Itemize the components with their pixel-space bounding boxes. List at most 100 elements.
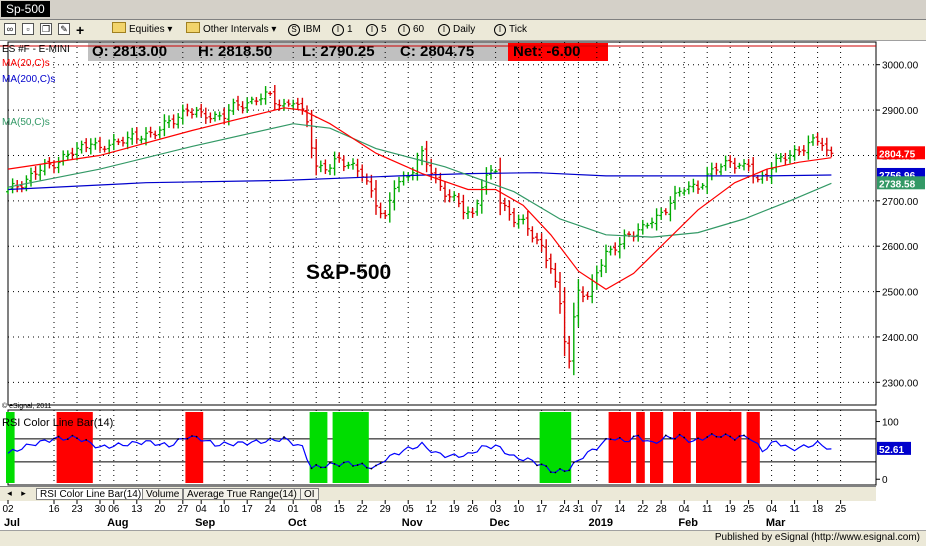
x-tick-day-label: 02 [2,504,14,515]
price-bar [645,222,650,229]
price-bar [824,137,829,157]
price-tick-label: 2700.00 [882,197,919,208]
price-bar [650,217,654,229]
price-flag-label: 2738.58 [879,179,916,190]
edit-icon[interactable]: ✎ [58,23,70,35]
price-bar [29,167,33,187]
rsi-tick-label: 0 [882,475,888,486]
price-bar [213,111,217,122]
copy-icon[interactable]: ❐ [40,23,52,35]
price-bar [732,157,737,174]
price-bar [516,214,521,229]
x-tick-day-label: 22 [637,504,649,515]
equities-dropdown[interactable]: Equities ▾ [112,22,172,38]
price-bar [263,86,268,105]
rsi-extreme-point [637,434,640,437]
x-tick-day-label: 17 [242,504,254,515]
rsi-extreme-point [319,466,322,469]
rsi-extreme-point [370,467,373,470]
price-bar [774,153,779,173]
price-bar [65,150,70,161]
x-tick-day-label: 24 [265,504,277,515]
rsi-flag-bg [877,441,911,455]
net-change: Net: -6.00 [508,43,608,61]
study-tab[interactable]: OI [300,488,319,500]
tab-scroll-left-icon[interactable]: ◂ [7,488,12,498]
x-tick-day-label: 07 [591,504,603,515]
add-icon[interactable]: + [76,22,85,38]
price-bar [56,156,61,174]
price-bar [829,146,834,158]
x-tick-day-label: 18 [812,504,824,515]
rsi-extreme-point [181,437,184,440]
study-tab[interactable]: Volume [142,488,184,500]
rsi-extreme-point [186,437,189,440]
price-bar [705,166,710,195]
x-tick-day-label: 30 [94,504,106,515]
rsi-extreme-point [375,464,377,467]
study-tabs: ◂ ▸ RSI Color Line Bar(14) Volume Average … [0,486,876,501]
price-bar [139,135,144,144]
interval-button[interactable]: I Tick [494,22,527,38]
tab-scroll-right-icon[interactable]: ▸ [21,488,26,498]
window-icon[interactable]: ▫ [22,23,34,35]
rsi-extreme-point [674,437,676,440]
x-tick-day-label: 03 [490,504,502,515]
chart-area[interactable]: 3000.002900.002800.002700.002600.002500.… [0,0,926,486]
x-tick-month-label: Jul [4,517,20,529]
rsi-extreme-point [356,464,359,466]
price-bar [765,169,769,181]
price-bar [355,158,360,178]
x-tick-day-label: 10 [219,504,231,515]
toolbar: ∞ ▫ ❐ ✎ + Equities ▾ Other Intervals ▾ S… [0,20,926,41]
window-title[interactable]: Sp-500 [1,1,50,17]
price-bar [475,199,480,216]
price-bar [300,97,305,115]
interval-label: 1 [347,24,353,35]
x-tick-month-label: Aug [107,517,128,529]
price-bar [415,152,420,181]
price-bar [374,180,378,215]
study-tab[interactable]: Average True Range(14) [183,488,301,500]
price-bar [806,135,811,160]
rsi-extreme-point [678,433,681,436]
rsi-label: RSI Color Line Bar(14) [2,417,113,429]
rsi-zone-red [673,412,691,483]
study-tab[interactable]: RSI Color Line Bar(14) [36,488,146,500]
interval-button[interactable]: S IBM [288,22,321,38]
price-bar [42,158,47,176]
price-bar [640,219,645,235]
interval-button[interactable]: I 60 [398,22,424,38]
price-bar [6,187,10,195]
price-bar [728,155,733,168]
footer-text: Published by eSignal (http://www.esignal… [714,532,920,543]
rsi-extreme-point [540,463,543,466]
rsi-extreme-point [361,462,364,465]
price-bar [719,163,723,176]
price-bar [539,233,544,252]
rsi-extreme-point [572,461,575,464]
price-bar [222,107,227,125]
chart-annotation: S&P-500 [306,261,391,284]
x-tick-day-label: 25 [835,504,847,515]
price-bar [249,96,254,105]
rsi-zone-green [332,412,369,483]
x-tick-day-label: 06 [108,504,120,515]
price-bar [544,239,549,269]
rsi-extreme-point [697,437,699,440]
x-tick-month-label: 2019 [589,517,613,529]
price-bar [364,173,369,185]
rsi-extreme-point [715,435,718,438]
rsi-extreme-point [554,471,557,474]
other-intervals-dropdown[interactable]: Other Intervals ▾ [186,22,276,38]
rsi-extreme-point [329,461,331,464]
price-bar [553,262,558,288]
rsi-line [7,433,832,474]
link-icon[interactable]: ∞ [4,23,16,35]
price-bar [328,164,332,176]
interval-button[interactable]: I Daily [438,22,475,38]
interval-label: 60 [413,24,425,35]
